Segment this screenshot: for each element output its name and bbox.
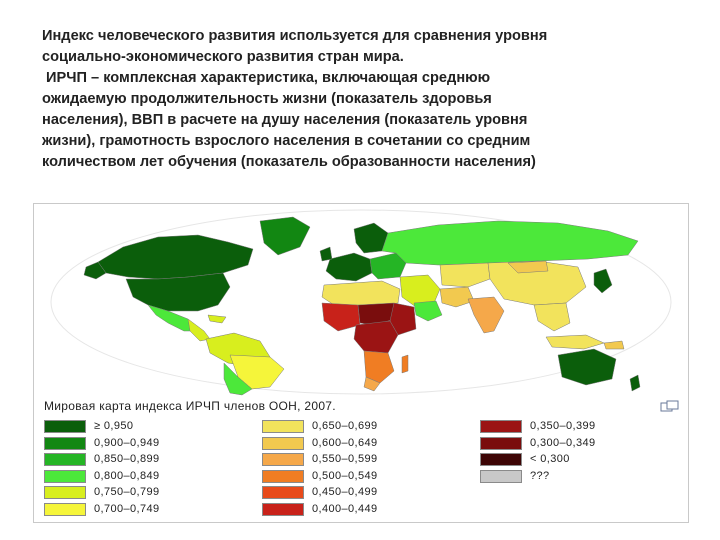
- legend-label: 0,350–0,399: [530, 420, 596, 432]
- legend-item: 0,800–0,849: [44, 469, 254, 486]
- country-southeast-asia: [533, 302, 571, 332]
- country-uk: [319, 246, 333, 262]
- legend-swatch: [44, 502, 86, 516]
- legend-swatch: [262, 420, 304, 433]
- country-arabian-peninsula: [413, 300, 443, 322]
- legend-label: 0,650–0,699: [312, 420, 378, 432]
- country-canada: [97, 234, 254, 280]
- legend-item: 0,750–0,799: [44, 485, 254, 502]
- enlarge-icon[interactable]: [660, 400, 680, 412]
- intro-line: ожидаемую продолжительность жизни (показ…: [42, 91, 492, 107]
- intro-line: ИРЧП – комплексная характеристика, включ…: [46, 70, 491, 86]
- country-india: [467, 296, 505, 334]
- legend-item: 0,850–0,899: [44, 452, 254, 469]
- legend-item: 0,550–0,599: [262, 452, 472, 469]
- legend-item: < 0,300: [480, 452, 690, 469]
- country-indonesia: [545, 334, 605, 350]
- legend-label: < 0,300: [530, 453, 570, 466]
- country-east-africa: [389, 302, 417, 336]
- legend-item: 0,900–0,949: [44, 436, 254, 453]
- legend-item: ≥ 0,950: [44, 419, 254, 436]
- country-usa: [125, 272, 231, 312]
- intro-line: жизни), грамотность взрослого населения …: [42, 133, 531, 149]
- legend-label: 0,850–0,899: [94, 453, 160, 466]
- legend-item: 0,350–0,399: [480, 419, 690, 436]
- legend-swatch: [44, 486, 86, 500]
- legend-label: 0,400–0,449: [312, 502, 378, 515]
- country-new-zealand: [629, 374, 641, 392]
- country-south-africa: [363, 376, 381, 392]
- country-southern-africa: [363, 350, 395, 384]
- country-central-america: [187, 318, 211, 342]
- legend-label: 0,500–0,549: [312, 469, 378, 482]
- legend-item: 0,500–0,549: [262, 469, 472, 486]
- caption-row: Мировая карта индекса ИРЧП членов ООН, 2…: [40, 399, 682, 415]
- country-alaska: [83, 261, 107, 280]
- legend-swatch: [44, 436, 86, 450]
- legend-column: 0,350–0,399 0,300–0,349 < 0,300???: [480, 419, 690, 485]
- legend-item: 0,400–0,449: [262, 502, 472, 519]
- legend-label: ≥ 0,950: [94, 420, 134, 432]
- legend-swatch: [262, 469, 304, 483]
- legend-label: 0,550–0,599: [312, 453, 378, 466]
- legend-label: ???: [530, 469, 550, 482]
- legend-item: 0,600–0,649: [262, 436, 472, 453]
- intro-text: Индекс человеческого развития использует…: [42, 26, 682, 173]
- legend-label: 0,700–0,749: [94, 502, 160, 515]
- map-legend: ≥ 0,950 0,900–0,949 0,850–0,899 0,800–0,849…: [40, 419, 682, 519]
- country-madagascar: [401, 354, 409, 374]
- hdi-map-figure: Мировая карта индекса ИРЧП членов ООН, 2…: [33, 203, 689, 523]
- legend-label: 0,300–0,349: [530, 436, 596, 449]
- country-greenland: [259, 216, 311, 256]
- legend-swatch: [262, 502, 304, 516]
- country-iran-afghanistan: [439, 286, 475, 308]
- legend-item: 0,650–0,699: [262, 419, 472, 436]
- legend-label: 0,450–0,499: [312, 486, 378, 499]
- country-mongolia: [507, 260, 549, 274]
- world-hdi-map: [50, 209, 672, 396]
- intro-line: количеством лет обучения (показатель обр…: [42, 154, 536, 170]
- country-western-europe: [325, 252, 373, 282]
- country-russia: [381, 220, 639, 266]
- country-southern-cone: [223, 362, 253, 396]
- legend-item: 0,450–0,499: [262, 485, 472, 502]
- legend-label: 0,750–0,799: [94, 486, 160, 499]
- legend-label: 0,600–0,649: [312, 436, 378, 449]
- country-australia: [557, 348, 617, 386]
- legend-swatch: [44, 453, 86, 467]
- intro-line: социально-экономического развития стран …: [42, 49, 404, 65]
- legend-swatch: [480, 420, 522, 433]
- legend-label: 0,900–0,949: [94, 436, 160, 449]
- legend-item: 0,300–0,349: [480, 436, 690, 453]
- legend-swatch: [262, 436, 304, 450]
- country-caribbean: [207, 314, 227, 324]
- legend-swatch: [480, 453, 522, 467]
- intro-line: населения), ВВП в расчете на душу населе…: [42, 112, 528, 128]
- legend-column: ≥ 0,950 0,900–0,949 0,850–0,899 0,800–0,849…: [44, 419, 254, 519]
- legend-swatch: [44, 420, 86, 433]
- legend-item: 0,700–0,749: [44, 502, 254, 519]
- legend-swatch: [44, 469, 86, 483]
- legend-swatch: [262, 486, 304, 500]
- country-central-asia: [439, 262, 491, 288]
- legend-swatch: [480, 469, 522, 483]
- country-korea-japan: [593, 268, 613, 294]
- legend-label: 0,800–0,849: [94, 469, 160, 482]
- legend-swatch: [480, 436, 522, 450]
- map-caption: Мировая карта индекса ИРЧП членов ООН, 2…: [44, 399, 336, 413]
- country-papua-new-guinea: [603, 340, 625, 350]
- intro-line: Индекс человеческого развития использует…: [42, 28, 548, 44]
- legend-swatch: [262, 453, 304, 467]
- country-west-africa: [321, 302, 361, 332]
- legend-column: 0,650–0,699 0,600–0,649 0,550–0,599 0,500–0…: [262, 419, 472, 519]
- legend-item: ???: [480, 469, 690, 486]
